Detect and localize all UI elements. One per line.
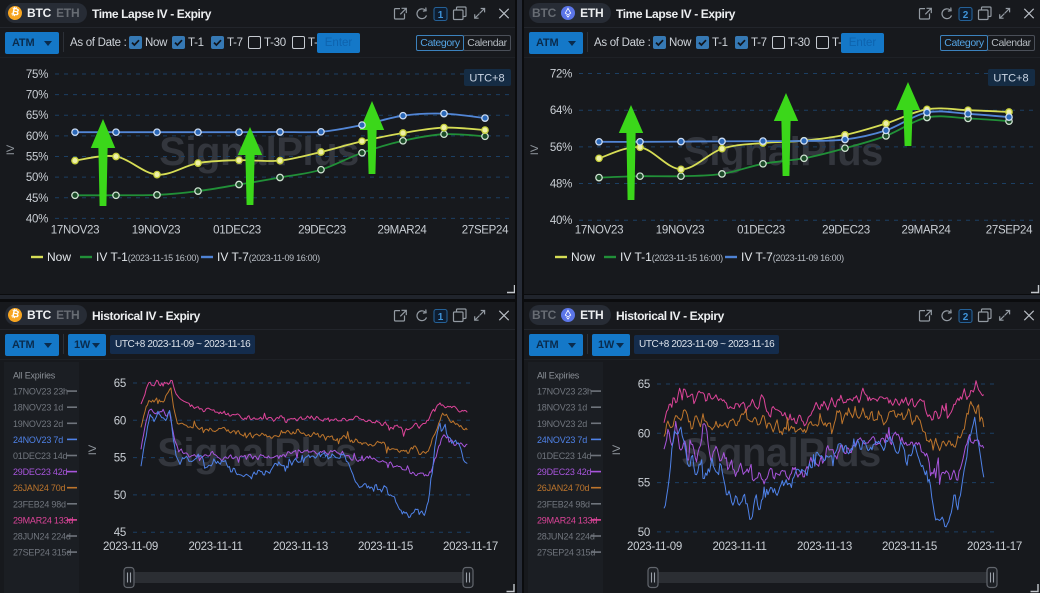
svg-text:65: 65	[114, 378, 126, 390]
svg-text:01DEC23 14d: 01DEC23 14d	[537, 451, 592, 461]
svg-text:29MAR24 133d: 29MAR24 133d	[537, 515, 597, 525]
svg-text:IV T-1(2023-11-15 16:00): IV T-1(2023-11-15 16:00)	[620, 250, 723, 264]
svg-text:2023-11-11: 2023-11-11	[712, 541, 766, 553]
svg-text:2023-11-11: 2023-11-11	[188, 541, 242, 553]
svg-text:All Expiries: All Expiries	[537, 371, 580, 381]
svg-text:26JAN24 70d: 26JAN24 70d	[537, 483, 590, 493]
svg-text:60: 60	[114, 415, 126, 427]
svg-text:50: 50	[638, 527, 650, 539]
svg-text:28JUN24 224d: 28JUN24 224d	[13, 532, 71, 542]
svg-text:2023-11-13: 2023-11-13	[797, 541, 852, 553]
svg-text:17NOV23: 17NOV23	[575, 225, 623, 237]
svg-text:29DEC23: 29DEC23	[822, 225, 870, 237]
svg-text:29DEC23: 29DEC23	[298, 225, 346, 237]
svg-text:55: 55	[638, 478, 650, 490]
svg-text:29DEC23 42d: 29DEC23 42d	[13, 467, 68, 477]
svg-text:IV T-7(2023-11-09 16:00): IV T-7(2023-11-09 16:00)	[741, 250, 844, 264]
svg-text:65: 65	[638, 379, 650, 391]
svg-text:18NOV23 1d: 18NOV23 1d	[537, 403, 587, 413]
svg-text:IV: IV	[87, 444, 99, 455]
svg-text:28JUN24 224d: 28JUN24 224d	[537, 532, 595, 542]
svg-text:24NOV23 7d: 24NOV23 7d	[537, 435, 587, 445]
svg-text:72%: 72%	[550, 69, 572, 81]
svg-text:27SEP24: 27SEP24	[986, 225, 1033, 237]
svg-text:IV: IV	[529, 144, 541, 155]
svg-text:60%: 60%	[26, 131, 48, 143]
svg-text:29MAR24: 29MAR24	[377, 225, 427, 237]
svg-text:19NOV23: 19NOV23	[132, 225, 180, 237]
svg-text:1: 1	[438, 10, 444, 21]
svg-text:19NOV23 2d: 19NOV23 2d	[13, 419, 63, 429]
svg-text:IV: IV	[611, 444, 623, 455]
svg-text:2023-11-09: 2023-11-09	[627, 541, 682, 553]
svg-text:19NOV23: 19NOV23	[656, 225, 704, 237]
svg-text:2023-11-09: 2023-11-09	[103, 541, 158, 553]
svg-text:50%: 50%	[26, 172, 48, 184]
svg-text:70%: 70%	[26, 90, 48, 102]
svg-text:2023-11-15: 2023-11-15	[882, 541, 937, 553]
svg-text:23FEB24 98d: 23FEB24 98d	[13, 499, 66, 509]
svg-text:2023-11-15: 2023-11-15	[358, 541, 413, 553]
svg-text:40%: 40%	[26, 213, 48, 225]
svg-text:29MAR24: 29MAR24	[901, 225, 951, 237]
svg-text:2023-11-17: 2023-11-17	[443, 541, 498, 553]
svg-text:18NOV23 1d: 18NOV23 1d	[13, 403, 63, 413]
svg-text:27SEP24 315d: 27SEP24 315d	[537, 548, 595, 558]
svg-text:26JAN24 70d: 26JAN24 70d	[13, 483, 66, 493]
svg-text:24NOV23 7d: 24NOV23 7d	[13, 435, 63, 445]
svg-text:01DEC23 14d: 01DEC23 14d	[13, 451, 68, 461]
svg-text:29DEC23 42d: 29DEC23 42d	[537, 467, 592, 477]
svg-text:50: 50	[114, 490, 126, 502]
svg-text:60: 60	[638, 428, 650, 440]
svg-text:2: 2	[963, 312, 969, 323]
svg-text:27SEP24: 27SEP24	[462, 225, 509, 237]
svg-text:All Expiries: All Expiries	[13, 371, 56, 381]
svg-text:75%: 75%	[26, 69, 48, 81]
svg-text:23FEB24 98d: 23FEB24 98d	[537, 499, 590, 509]
svg-text:1: 1	[438, 312, 444, 323]
svg-text:IV: IV	[5, 144, 17, 155]
svg-text:56%: 56%	[550, 142, 572, 154]
svg-text:29MAR24 133d: 29MAR24 133d	[13, 515, 73, 525]
svg-text:2023-11-13: 2023-11-13	[273, 541, 328, 553]
svg-text:2: 2	[963, 10, 969, 21]
svg-text:IV T-7(2023-11-09 16:00): IV T-7(2023-11-09 16:00)	[217, 250, 320, 264]
svg-text:17NOV23: 17NOV23	[51, 225, 99, 237]
svg-text:45%: 45%	[26, 193, 48, 205]
svg-text:45: 45	[114, 527, 126, 539]
svg-text:Now: Now	[47, 250, 71, 264]
svg-text:17NOV23 23h: 17NOV23 23h	[13, 387, 68, 397]
svg-text:27SEP24 315d: 27SEP24 315d	[13, 548, 71, 558]
svg-text:Now: Now	[571, 250, 595, 264]
svg-text:55: 55	[114, 453, 126, 465]
svg-text:01DEC23: 01DEC23	[737, 225, 785, 237]
svg-text:55%: 55%	[26, 152, 48, 164]
svg-text:UTC+8: UTC+8	[469, 73, 504, 85]
svg-text:48%: 48%	[550, 179, 572, 191]
svg-text:IV T-1(2023-11-15 16:00): IV T-1(2023-11-15 16:00)	[96, 250, 199, 264]
svg-text:40%: 40%	[550, 215, 572, 227]
svg-text:UTC+8: UTC+8	[993, 73, 1028, 85]
svg-text:65%: 65%	[26, 110, 48, 122]
svg-text:17NOV23 23h: 17NOV23 23h	[537, 387, 592, 397]
svg-text:64%: 64%	[550, 105, 572, 117]
svg-text:19NOV23 2d: 19NOV23 2d	[537, 419, 587, 429]
svg-text:2023-11-17: 2023-11-17	[967, 541, 1022, 553]
svg-text:01DEC23: 01DEC23	[213, 225, 261, 237]
